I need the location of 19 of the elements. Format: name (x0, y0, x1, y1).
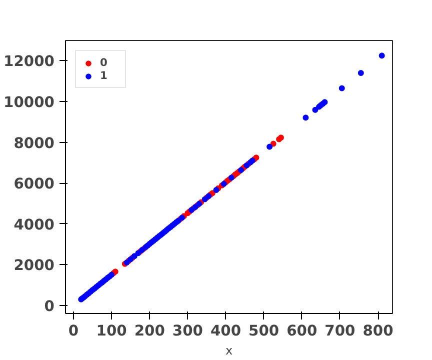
y-tick-label: 10000 (4, 94, 55, 112)
x-tick-label: 0 (68, 322, 79, 340)
x-tick-label: 300 (172, 322, 203, 340)
y-tick-label: 12000 (4, 53, 55, 70)
y-tick-label: 2000 (14, 257, 55, 274)
legend-label: 1 (100, 69, 108, 82)
x-axis-title: x (225, 344, 233, 358)
y-tick-label: 8000 (14, 134, 55, 152)
y-tick-label: 0 (44, 298, 55, 316)
x-tick-label: 200 (134, 322, 165, 340)
x-tick-label: 600 (286, 322, 318, 340)
x-tick-label: 500 (248, 322, 280, 340)
x-tick-label: 700 (324, 322, 356, 340)
x-tick-label: 800 (362, 322, 394, 340)
legend-label: 0 (100, 56, 108, 69)
y-tick-label: 4000 (14, 216, 55, 234)
y-tick-label: 6000 (14, 176, 55, 193)
x-tick-label: 100 (96, 322, 127, 340)
x-tick-label: 400 (210, 322, 242, 340)
